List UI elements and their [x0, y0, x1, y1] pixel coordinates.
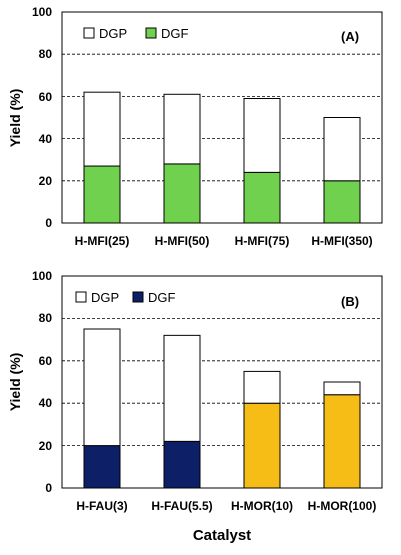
- panel-a-bar-dgf: [163, 163, 201, 224]
- panel-a-plot-frame: [61, 11, 383, 224]
- panel-a-ytick-100: 100: [32, 5, 52, 19]
- panel-b-xtick-label: H-MOR(10): [231, 499, 293, 513]
- panel-a-ytick-80: 80: [39, 47, 53, 61]
- panel-a: 0 20 40 60 80 100 H-MFI(25) H-MFI(50) H-…: [7, 5, 383, 248]
- panel-b-bar-dgp: [323, 381, 361, 396]
- panel-b-ytick-60: 60: [39, 354, 53, 368]
- panel-a-legend-swatch-dgp: [83, 27, 95, 39]
- panel-b-xtick-label: H-FAU(3): [76, 499, 127, 513]
- panel-b-ytick-0: 0: [45, 481, 52, 495]
- panel-a-ytick-40: 40: [39, 132, 53, 146]
- panel-a-bar-dgf: [243, 171, 281, 224]
- panel-b-legend-label-dgp: DGP: [91, 290, 119, 305]
- panel-b-bar-dgf: [323, 394, 361, 489]
- panel-a-bars: [83, 91, 361, 224]
- panel-b: 0 20 40 60 80 100 H-FAU(3) H-FAU(5.5) H-…: [7, 269, 383, 544]
- panel-a-xtick-label: H-MFI(75): [235, 234, 290, 248]
- panel-b-bar-dgp: [163, 334, 201, 442]
- panel-b-bar-dgf: [83, 445, 121, 489]
- panel-b-bar-dgp: [243, 370, 281, 404]
- panel-a-xtick-label: H-MFI(25): [75, 234, 130, 248]
- panel-b-plot-frame: [61, 275, 383, 489]
- panel-b-xtick-label: H-MOR(100): [308, 499, 377, 513]
- panel-a-label: (A): [341, 29, 359, 44]
- panel-b-xtick-label: H-FAU(5.5): [151, 499, 212, 513]
- panel-b-legend-swatch-dgf: [132, 291, 144, 303]
- panel-a-y-axis-label: Yield (%): [7, 89, 23, 148]
- panel-b-ytick-40: 40: [39, 396, 53, 410]
- panel-a-ytick-0: 0: [45, 216, 52, 230]
- panel-a-legend-swatch-dgf: [145, 27, 157, 39]
- panel-b-bar-dgp: [83, 328, 121, 447]
- panel-b-label: (B): [341, 294, 359, 309]
- panel-a-legend-label-dgf: DGF: [161, 26, 189, 41]
- panel-a-ytick-20: 20: [39, 174, 53, 188]
- panel-b-ytick-100: 100: [32, 269, 52, 283]
- panel-b-ytick-20: 20: [39, 439, 53, 453]
- panel-a-ytick-60: 60: [39, 90, 53, 104]
- panel-b-bar-dgf: [163, 440, 201, 489]
- panel-b-legend-label-dgf: DGF: [148, 290, 176, 305]
- panel-b-bars: [83, 328, 361, 489]
- panel-a-bar-dgp: [243, 98, 281, 173]
- x-axis-label: Catalyst: [193, 527, 251, 544]
- panel-a-bar-dgf: [83, 165, 121, 224]
- panel-a-bar-dgf: [323, 180, 361, 224]
- panel-a-xtick-label: H-MFI(350): [311, 234, 372, 248]
- panel-b-bar-dgf: [243, 402, 281, 489]
- panel-a-xtick-label: H-MFI(50): [155, 234, 210, 248]
- panel-a-bar-dgp: [323, 117, 361, 182]
- panel-b-y-axis-label: Yield (%): [7, 353, 23, 412]
- panel-a-bar-dgp: [163, 93, 201, 165]
- panel-b-ytick-80: 80: [39, 311, 53, 325]
- panel-b-legend-swatch-dgp: [75, 291, 87, 303]
- panel-a-legend-label-dgp: DGP: [99, 26, 127, 41]
- panel-a-bar-dgp: [83, 91, 121, 167]
